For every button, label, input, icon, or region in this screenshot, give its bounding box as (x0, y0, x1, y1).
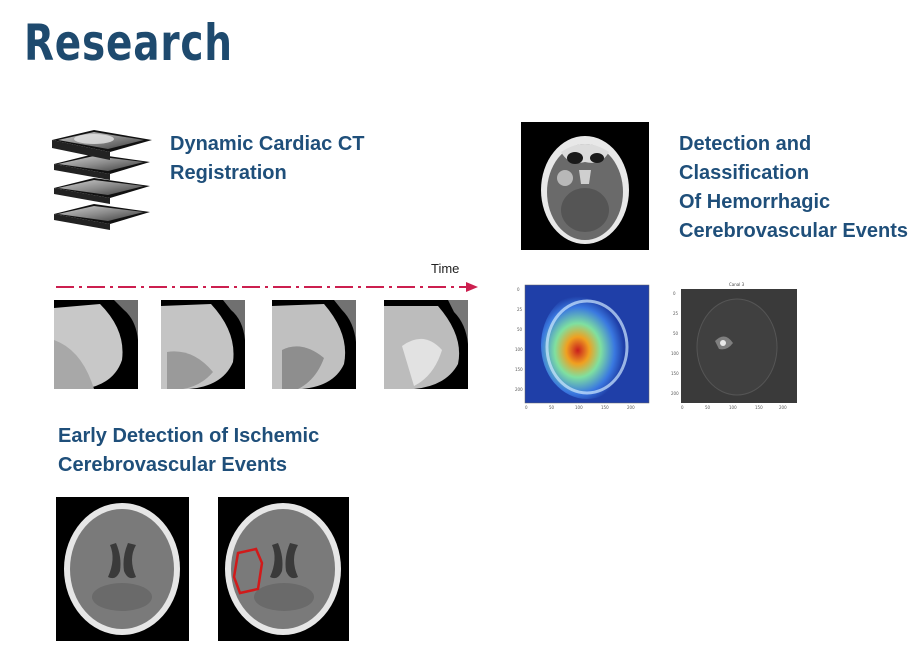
hemorrhagic-heading: Detection and Classification Of Hemorrha… (679, 130, 908, 246)
cardiac-heading-line: Registration (170, 162, 287, 184)
svg-text:150: 150 (601, 405, 609, 410)
svg-text:100: 100 (575, 405, 583, 410)
svg-text:50: 50 (517, 327, 523, 332)
svg-text:0: 0 (681, 405, 684, 410)
hemorrhagic-heading-line: Cerebrovascular Events (679, 220, 909, 242)
ischemic-ct-image (56, 497, 189, 641)
cardiac-frame-image (272, 300, 356, 389)
svg-text:50: 50 (549, 405, 555, 410)
svg-text:150: 150 (755, 405, 763, 410)
lesion-outline (232, 547, 264, 595)
map-title: Canal 3 (729, 282, 745, 287)
hemorrhage-heatmap-plot: 0 25 50 100 150 200 0 50 100 150 200 (515, 284, 650, 410)
page-title: Research (24, 14, 233, 72)
svg-text:200: 200 (627, 405, 635, 410)
svg-text:50: 50 (705, 405, 711, 410)
svg-text:200: 200 (515, 387, 523, 392)
activation-map-plot: Canal 3 0 25 50 100 150 200 0 50 100 150 200 (671, 282, 797, 410)
cardiac-frame-image (161, 300, 245, 389)
hemorrhagic-heading-line: Detection and (679, 133, 812, 155)
ischemic-heading: Early Detection of Ischemic Cerebrovascu… (58, 422, 319, 480)
svg-text:0: 0 (525, 405, 528, 410)
svg-text:150: 150 (515, 367, 523, 372)
hemorrhage-ct-image (521, 122, 649, 250)
hemorrhagic-heading-line: Of Hemorrhagic (679, 191, 831, 213)
svg-text:100: 100 (671, 351, 679, 356)
cardiac-heading-line: Dynamic Cardiac CT (170, 133, 365, 155)
svg-text:50: 50 (673, 331, 679, 336)
svg-text:25: 25 (517, 307, 523, 312)
time-arrow (56, 282, 478, 292)
cardiac-frame-image (54, 300, 138, 389)
cardiac-heading: Dynamic Cardiac CT Registration (170, 130, 365, 188)
svg-text:200: 200 (671, 391, 679, 396)
svg-text:25: 25 (673, 311, 679, 316)
svg-text:200: 200 (779, 405, 787, 410)
svg-text:0: 0 (673, 291, 676, 296)
ischemic-lesion-ct-image (218, 497, 349, 641)
svg-text:100: 100 (515, 347, 523, 352)
ischemic-heading-line: Early Detection of Ischemic (58, 425, 320, 447)
svg-text:0: 0 (517, 287, 520, 292)
time-label: Time (431, 261, 460, 276)
svg-text:150: 150 (671, 371, 679, 376)
svg-text:100: 100 (729, 405, 737, 410)
cardiac-frame-image (384, 300, 468, 389)
hemorrhagic-heading-line: Classification (679, 162, 810, 184)
stacked-ct-slices-image (52, 130, 152, 230)
ischemic-heading-line: Cerebrovascular Events (58, 454, 288, 476)
